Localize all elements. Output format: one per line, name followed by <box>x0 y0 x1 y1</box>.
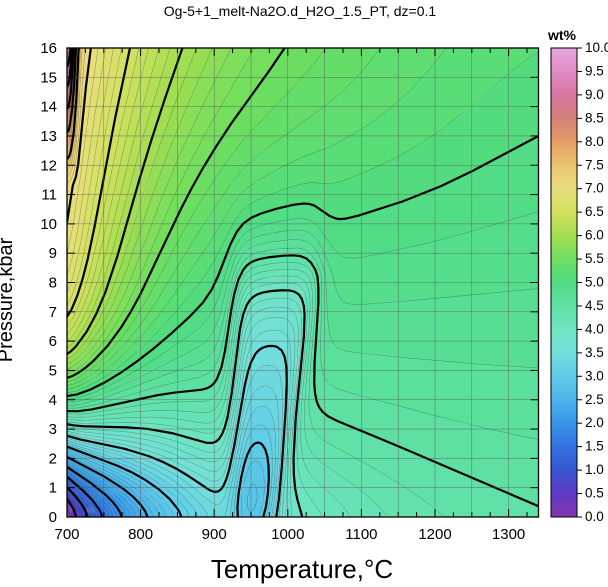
svg-text:15: 15 <box>40 69 57 86</box>
svg-text:1300: 1300 <box>492 526 525 543</box>
svg-text:3.5: 3.5 <box>585 345 604 360</box>
svg-text:0: 0 <box>49 509 57 526</box>
svg-text:7: 7 <box>49 304 57 321</box>
svg-text:900: 900 <box>202 526 227 543</box>
svg-text:14: 14 <box>40 99 57 116</box>
svg-text:Temperature,°C: Temperature,°C <box>211 554 393 584</box>
svg-text:16: 16 <box>40 40 57 57</box>
svg-text:11: 11 <box>41 187 57 204</box>
svg-text:8: 8 <box>49 275 57 292</box>
svg-text:3: 3 <box>49 421 57 438</box>
svg-text:5.0: 5.0 <box>585 275 604 290</box>
svg-text:8.0: 8.0 <box>585 134 604 149</box>
svg-text:9.5: 9.5 <box>585 63 604 78</box>
svg-text:10: 10 <box>40 216 57 233</box>
svg-text:7.0: 7.0 <box>585 181 604 196</box>
svg-text:700: 700 <box>54 526 79 543</box>
svg-text:6.5: 6.5 <box>585 204 604 219</box>
svg-text:800: 800 <box>128 526 153 543</box>
svg-text:10.0: 10.0 <box>585 40 608 55</box>
svg-text:5: 5 <box>49 362 57 379</box>
svg-text:6.0: 6.0 <box>585 228 604 243</box>
svg-text:4.5: 4.5 <box>585 298 604 313</box>
svg-text:1000: 1000 <box>271 526 304 543</box>
svg-text:13: 13 <box>40 128 57 145</box>
svg-text:2.5: 2.5 <box>585 392 604 407</box>
svg-text:4: 4 <box>49 392 57 409</box>
svg-text:Og-5+1_melt-Na2O.d_H2O_1.5_PT,: Og-5+1_melt-Na2O.d_H2O_1.5_PT, dz=0.1 <box>164 3 437 19</box>
svg-text:1.0: 1.0 <box>585 462 604 477</box>
svg-text:1100: 1100 <box>345 526 377 543</box>
svg-text:12: 12 <box>40 157 57 174</box>
svg-text:0.5: 0.5 <box>585 486 604 501</box>
svg-text:1: 1 <box>49 480 57 497</box>
svg-text:1.5: 1.5 <box>585 439 604 454</box>
svg-text:5.5: 5.5 <box>585 251 604 266</box>
svg-text:7.5: 7.5 <box>585 157 604 172</box>
svg-text:9: 9 <box>49 245 57 262</box>
svg-text:wt%: wt% <box>547 27 577 43</box>
svg-text:8.5: 8.5 <box>585 110 604 125</box>
svg-text:9.0: 9.0 <box>585 87 604 102</box>
svg-text:Pressure,kbar: Pressure,kbar <box>0 237 17 362</box>
svg-text:3.0: 3.0 <box>585 368 604 383</box>
svg-text:4.0: 4.0 <box>585 321 604 336</box>
svg-text:0.0: 0.0 <box>585 509 604 524</box>
svg-text:2: 2 <box>49 450 57 467</box>
svg-text:2.0: 2.0 <box>585 415 604 430</box>
svg-text:6: 6 <box>49 333 57 350</box>
svg-text:1200: 1200 <box>418 526 451 543</box>
